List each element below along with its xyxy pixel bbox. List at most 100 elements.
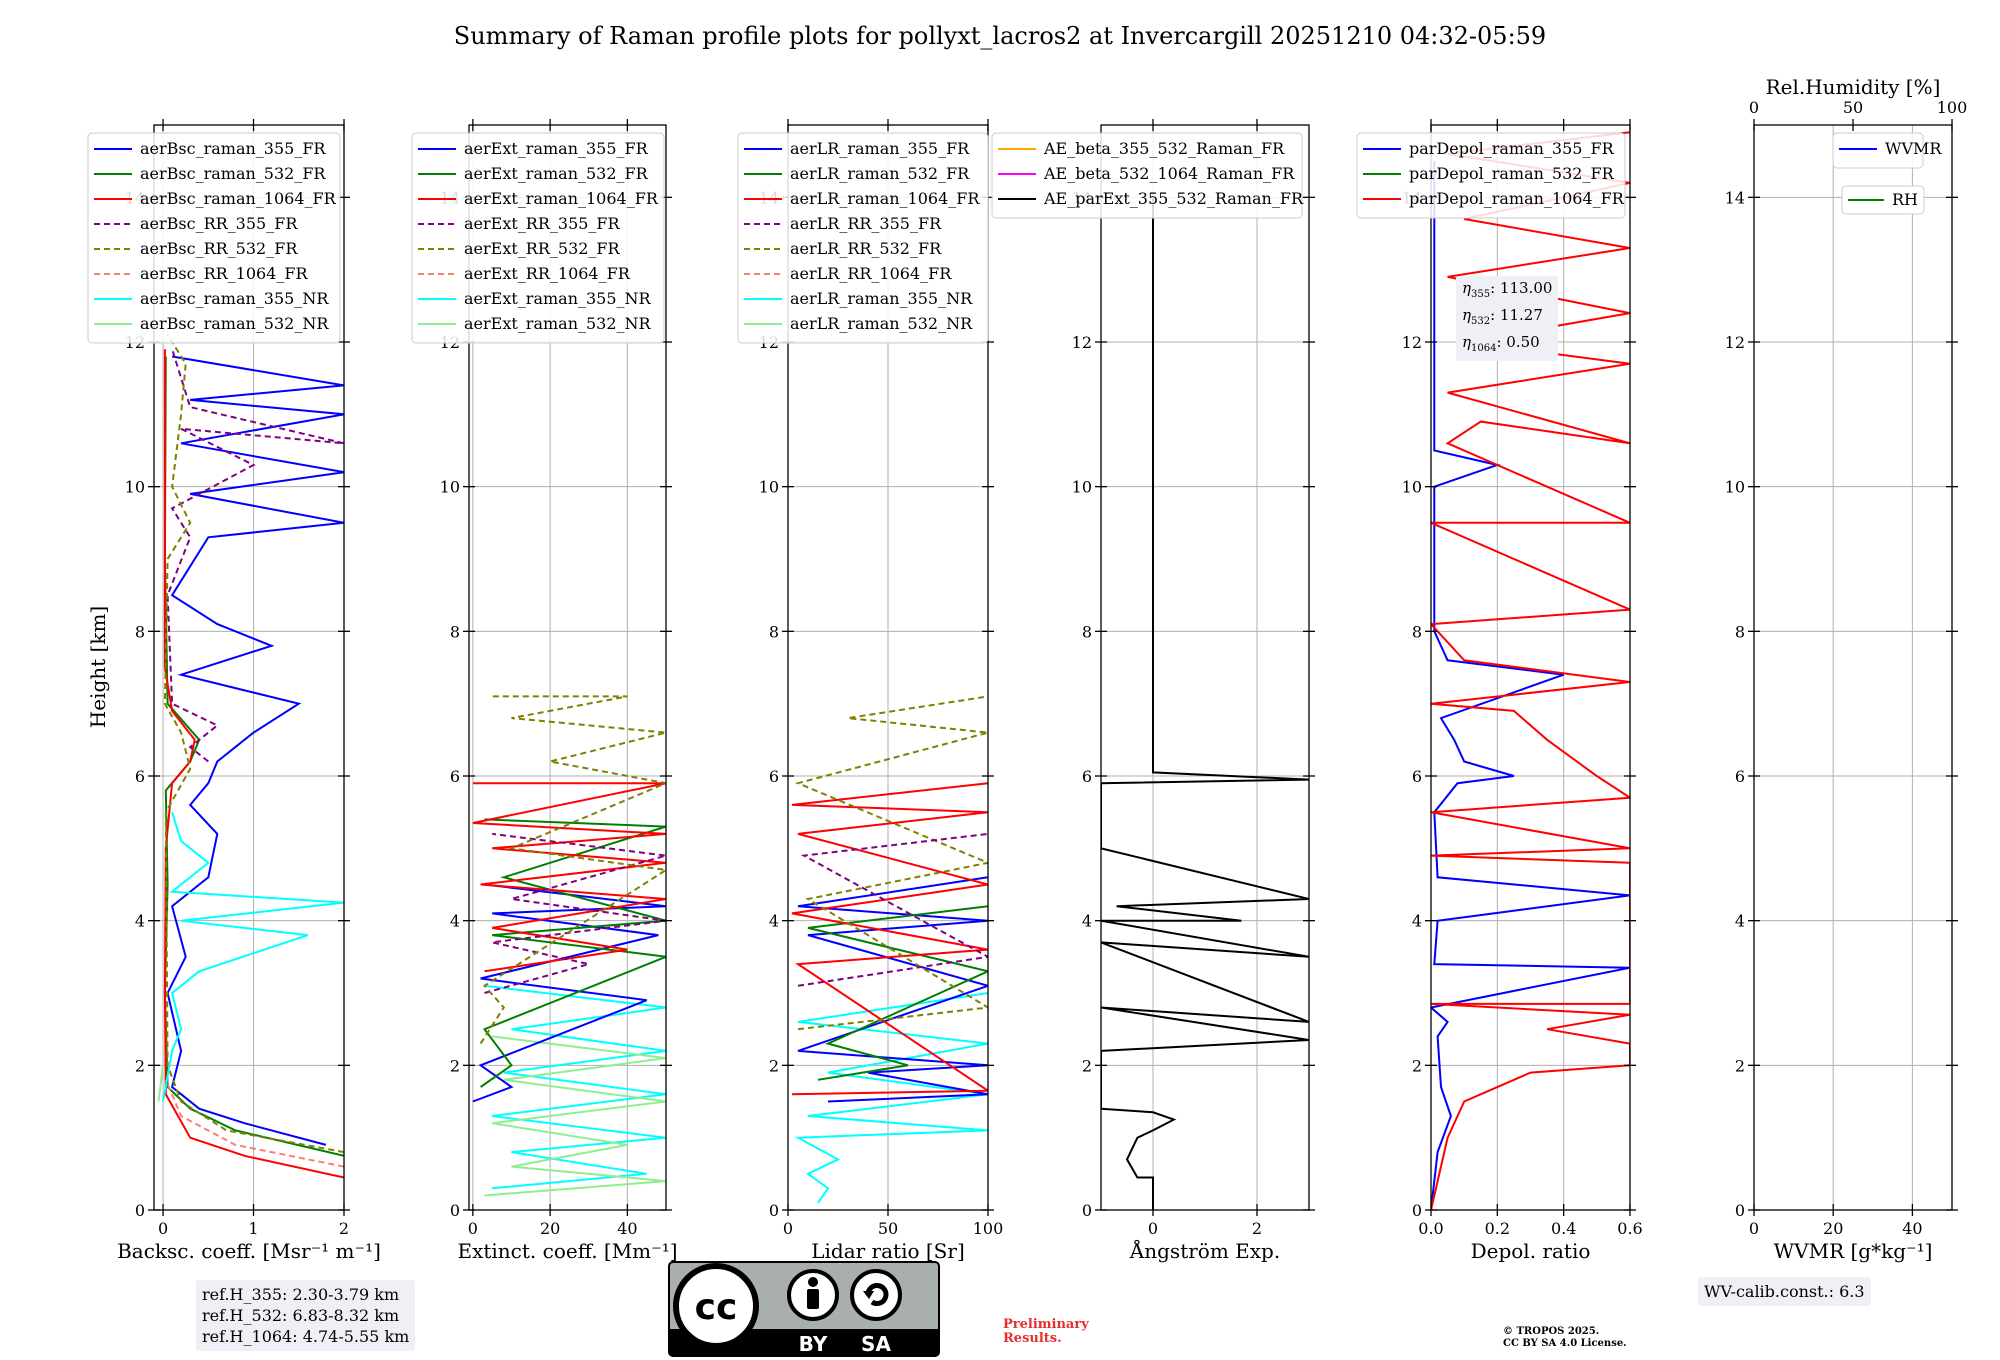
legend-entry: WVMR xyxy=(1885,139,1942,158)
x-axis-label: Depol. ratio xyxy=(1471,1239,1591,1263)
series-AE_parExt_355_532_Raman_FR xyxy=(1101,197,1309,1210)
cc-by-sa-logo: cc BY SA xyxy=(668,1261,940,1357)
y-tick-label: 12 xyxy=(1072,333,1092,352)
series-aerExt_RR_532_FR xyxy=(479,695,666,1045)
reference-height-box: ref.H_355: 2.30-3.79 km ref.H_532: 6.83-… xyxy=(196,1280,416,1351)
legend-entry: aerExt_raman_532_FR xyxy=(464,164,649,183)
x-tick-label: 20 xyxy=(1823,1219,1843,1238)
x-tick-label: 2 xyxy=(1252,1219,1262,1238)
figure-title: Summary of Raman profile plots for polly… xyxy=(453,22,1547,50)
legend-entry: AE_beta_355_532_Raman_FR xyxy=(1043,139,1285,158)
x-tick-label: 0 xyxy=(783,1219,793,1238)
y-tick-label: 4 xyxy=(1412,912,1422,931)
legend-entry: aerLR_raman_355_FR xyxy=(790,139,970,158)
cc-circle-icon xyxy=(673,1263,759,1349)
y-tick-label: 6 xyxy=(1735,767,1745,786)
legend-box xyxy=(411,132,665,344)
y-tick-label: 8 xyxy=(769,622,779,641)
wv-calibration-box: WV-calib.const.: 6.3 xyxy=(1698,1277,1871,1306)
series-aerLR_raman_532_FR xyxy=(807,905,988,1081)
legend-box xyxy=(87,132,341,344)
copyright-note: © TROPOS 2025. CC BY SA 4.0 License. xyxy=(1503,1326,1627,1349)
y-tick-label: 2 xyxy=(135,1056,145,1075)
x-tick-label: 0 xyxy=(158,1219,168,1238)
ref-height-1064: ref.H_1064: 4.74-5.55 km xyxy=(202,1327,410,1346)
legend-entry: aerBsc_raman_532_FR xyxy=(140,164,326,183)
panel-bsc: 02468101214012Backsc. coeff. [Msr⁻¹ m⁻¹]… xyxy=(87,119,381,1263)
legend-bsc: aerBsc_raman_355_FR aerBsc_raman_532_FRae… xyxy=(87,132,341,344)
legend-entry: aerLR_raman_1064_FR xyxy=(790,189,980,208)
legend-entry: aerLR_raman_532_NR xyxy=(790,314,973,333)
ref-height-532: ref.H_532: 6.83-8.32 km xyxy=(202,1306,400,1325)
legend-lr: aerLR_raman_355_FR aerLR_raman_532_FR aerL… xyxy=(737,132,989,344)
eta-355: η355: 113.00 xyxy=(1462,279,1553,300)
eta-box: η355: 113.00 η532: 11.27 η1064: 0.50 xyxy=(1456,276,1559,361)
y-tick-label: 0 xyxy=(450,1201,460,1220)
y-tick-label: 10 xyxy=(1725,478,1745,497)
x-axis-label: Lidar ratio [Sr] xyxy=(811,1239,965,1263)
legend-entry: aerBsc_RR_1064_FR xyxy=(140,264,309,283)
y-tick-label: 8 xyxy=(1412,622,1422,641)
legend-entry: aerLR_RR_355_FR xyxy=(790,214,942,233)
series-aerBsc_raman_532_NR xyxy=(157,1065,164,1102)
legend-ae: AE_beta_355_532_Raman_FR AE_beta_532_1064… xyxy=(991,132,1304,219)
y-tick-label: 6 xyxy=(450,767,460,786)
legend-wv: WVMR RH xyxy=(1832,132,1942,215)
y-tick-label: 2 xyxy=(450,1056,460,1075)
series-parDepol_raman_1064_FR xyxy=(1431,131,1630,1210)
y-tick-label: 4 xyxy=(1082,912,1092,931)
cc-by-label: BY xyxy=(799,1332,828,1356)
series-aerBsc_RR_1064_FR xyxy=(164,1079,344,1168)
legend-entry: aerLR_RR_532_FR xyxy=(790,239,942,258)
x-tick-label: 0.0 xyxy=(1418,1219,1443,1238)
y-tick-label: 0 xyxy=(1412,1201,1422,1220)
legend-entry: aerExt_RR_355_FR xyxy=(464,214,621,233)
y-tick-label: 8 xyxy=(450,622,460,641)
legend-entry: aerBsc_raman_355_FR xyxy=(140,139,326,158)
y-tick-label: 4 xyxy=(769,912,779,931)
legend-box xyxy=(737,132,989,344)
eta-1064: η1064: 0.50 xyxy=(1462,333,1540,354)
legend-entry: aerExt_raman_355_FR xyxy=(464,139,649,158)
x-axis-label: Ångström Exp. xyxy=(1129,1238,1280,1263)
y-tick-label: 0 xyxy=(1735,1201,1745,1220)
legend-entry: aerBsc_raman_1064_FR xyxy=(140,189,337,208)
series-aerExt_raman_1064_FR xyxy=(472,782,666,973)
series-aerBsc_raman_355_NR xyxy=(162,811,344,1102)
ref-height-355: ref.H_355: 2.30-3.79 km xyxy=(202,1285,400,1304)
x-tick-label: 0 xyxy=(468,1219,478,1238)
y-tick-label: 8 xyxy=(1735,622,1745,641)
legend-entry: aerExt_RR_532_FR xyxy=(464,239,621,258)
series-aerBsc_raman_355_FR xyxy=(166,355,344,1146)
y-tick-label: 6 xyxy=(769,767,779,786)
axes-frame xyxy=(153,124,345,1211)
wv-calibration-text: WV-calib.const.: 6.3 xyxy=(1704,1282,1865,1301)
legend-entry: aerExt_raman_1064_FR xyxy=(464,189,659,208)
y-tick-label: 8 xyxy=(1082,622,1092,641)
preliminary-results-note: Preliminary Results. xyxy=(1003,1317,1089,1346)
x-axis-label: WVMR [g*kg⁻¹] xyxy=(1774,1239,1933,1263)
y-tick-label: 6 xyxy=(1412,767,1422,786)
x-tick-label: 0.6 xyxy=(1617,1219,1642,1238)
y-tick-label: 12 xyxy=(1402,333,1422,352)
legend-depol: parDepol_raman_355_FR parDepol_raman_532_… xyxy=(1356,132,1626,219)
legend-entry: aerLR_raman_355_NR xyxy=(790,289,973,308)
y-tick-label: 2 xyxy=(1735,1056,1745,1075)
x-tick-label: 40 xyxy=(617,1219,637,1238)
x-tick-label: 2 xyxy=(339,1219,349,1238)
series-aerLR_raman_355_NR xyxy=(794,992,988,1204)
y-tick-label: 10 xyxy=(759,478,779,497)
y-tick-label: 4 xyxy=(135,912,145,931)
y-tick-label: 8 xyxy=(135,622,145,641)
x-tick-label: 1 xyxy=(248,1219,258,1238)
panel-lr: 02468101214050100Lidar ratio [Sr]aerLR_r… xyxy=(737,119,1003,1263)
y-tick-label: 0 xyxy=(769,1201,779,1220)
y-tick-label: 6 xyxy=(135,767,145,786)
y-axis-label: Height [km] xyxy=(86,606,110,728)
y-tick-label: 4 xyxy=(450,912,460,931)
x-tick-label: 20 xyxy=(540,1219,560,1238)
x-tick-label: 0 xyxy=(1148,1219,1158,1238)
cc-sa-label: SA xyxy=(861,1332,891,1356)
legend-entry: aerLR_raman_532_FR xyxy=(790,164,970,183)
